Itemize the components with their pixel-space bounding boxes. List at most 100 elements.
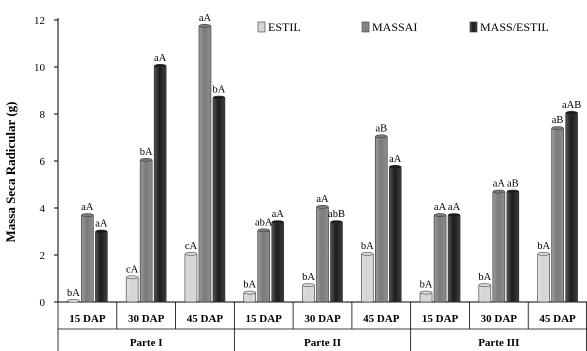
bar <box>551 127 564 303</box>
bar-top <box>565 110 578 115</box>
y-tick-label: 2 <box>40 250 46 262</box>
data-label: aA <box>81 202 94 213</box>
legend-swatch <box>361 21 370 33</box>
data-label: aA <box>199 13 212 24</box>
y-axis-label: Massa Seca Radicular (g) <box>3 102 18 243</box>
bar <box>257 230 271 303</box>
data-label: aA <box>448 202 461 213</box>
data-label: aA <box>316 194 329 205</box>
bar-top <box>447 213 461 217</box>
bar-top <box>330 220 343 224</box>
bar-top <box>551 126 564 130</box>
bar-top <box>81 213 94 217</box>
data-label: cA <box>185 241 198 252</box>
bar-top <box>506 189 520 194</box>
bar-top <box>492 189 506 194</box>
bar-top <box>95 229 108 234</box>
legend-label: MASSAI <box>372 20 417 34</box>
bar-top <box>271 220 284 224</box>
bar-top <box>212 95 226 100</box>
data-label: aAB <box>562 100 581 111</box>
x-category-label: 30 DAP <box>481 313 518 325</box>
bar-top <box>419 290 433 295</box>
bars: bAaAaAcAbAaAcAaAbAbAabAaAbAaAabBbAaBaAbA… <box>67 13 581 303</box>
data-label: bA <box>420 280 433 291</box>
data-label: aB <box>552 115 564 126</box>
data-label: bA <box>302 272 315 283</box>
y-tick-label: 10 <box>34 62 46 74</box>
bar <box>388 166 402 303</box>
group-label: Parte II <box>304 337 341 349</box>
data-label: bA <box>67 288 80 299</box>
bar <box>447 214 461 303</box>
data-label: bA <box>243 280 256 291</box>
data-label: bA <box>537 241 550 252</box>
bar <box>478 284 492 303</box>
bar <box>125 277 139 303</box>
group-label: Parte I <box>130 337 163 349</box>
data-label: aA <box>493 179 506 190</box>
data-label: bA <box>361 241 374 252</box>
bar <box>81 214 94 303</box>
group-label: Parte III <box>478 337 519 349</box>
x-category-label: 45 DAP <box>363 313 400 325</box>
bar-top <box>433 213 447 217</box>
bar <box>537 253 550 303</box>
bar <box>374 136 388 303</box>
bar <box>95 231 108 303</box>
legend-label: ESTIL <box>268 20 301 34</box>
data-label: aA <box>95 219 108 230</box>
data-label: aB <box>507 179 519 190</box>
bar-top <box>125 275 139 280</box>
bar <box>271 221 285 303</box>
bar-top <box>184 251 198 256</box>
bar <box>198 25 212 303</box>
data-label: bA <box>140 147 153 158</box>
y-tick-label: 8 <box>40 109 46 121</box>
x-category-label: 30 DAP <box>304 313 341 325</box>
bar <box>433 214 447 303</box>
bar-top <box>361 251 374 256</box>
bar-top <box>198 24 212 28</box>
x-category-label: 15 DAP <box>422 313 459 325</box>
legend-swatch <box>257 21 266 33</box>
data-label: aA <box>272 209 285 220</box>
legend: ESTIL MASSAI MASS/ESTIL <box>257 20 549 34</box>
bar-top <box>67 298 80 303</box>
bar <box>360 253 374 303</box>
bar-top <box>302 283 315 287</box>
data-label: bA <box>478 272 491 283</box>
bar-top <box>375 134 388 139</box>
data-label: abA <box>255 217 273 228</box>
bar <box>506 191 520 303</box>
data-label: aA <box>434 202 447 213</box>
data-label: abB <box>328 209 345 220</box>
bar <box>184 253 198 303</box>
bar <box>212 97 226 303</box>
x-category-label: 45 DAP <box>187 313 224 325</box>
data-label: aA <box>389 154 402 165</box>
bar <box>565 112 578 303</box>
bar <box>153 65 167 303</box>
legend-label: MASS/ESTIL <box>480 20 549 34</box>
y-tick-label: 12 <box>34 15 45 27</box>
bar <box>492 191 506 303</box>
y-tick-label: 0 <box>40 297 46 309</box>
bar <box>316 206 329 303</box>
data-label: aA <box>154 53 167 64</box>
x-category-label: 15 DAP <box>246 313 283 325</box>
bar-top <box>257 228 270 233</box>
x-category-label: 30 DAP <box>128 313 165 325</box>
bar-top <box>153 63 167 68</box>
bar <box>302 284 315 303</box>
x-category-label: 45 DAP <box>539 313 576 325</box>
bar-top <box>478 283 492 287</box>
y-tick-label: 4 <box>40 203 46 215</box>
data-label: bA <box>213 85 226 96</box>
data-label: aB <box>375 123 387 134</box>
x-category-label: 15 DAP <box>69 313 106 325</box>
bar <box>139 159 153 303</box>
data-label: cA <box>126 264 139 275</box>
bar-top <box>243 290 256 295</box>
